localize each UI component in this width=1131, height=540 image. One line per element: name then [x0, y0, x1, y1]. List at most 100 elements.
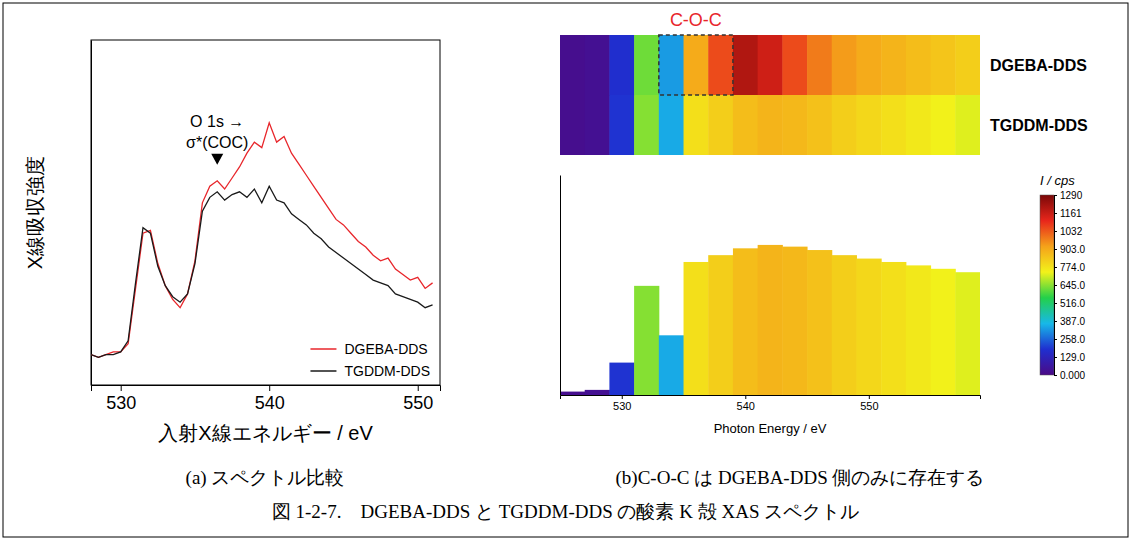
surface-column	[560, 392, 585, 395]
heatmap-cell	[659, 35, 684, 96]
caption: (b)C-O-C は DGEBA-DDS 側のみに存在する	[616, 467, 985, 489]
tick-label: 258.0	[1060, 334, 1085, 345]
legend-label: TGDDM-DDS	[344, 363, 430, 379]
tick: 550	[860, 395, 878, 412]
heatmap-cell	[881, 95, 906, 155]
axis-line	[560, 176, 561, 396]
surface-column	[931, 269, 956, 395]
heatmap-cell	[955, 35, 980, 96]
tick: 550	[403, 385, 433, 413]
axis: 530 540 550	[561, 395, 981, 412]
surface-column	[684, 262, 709, 395]
border	[3, 3, 1128, 537]
x-axis-title: Photon Energy / eV	[714, 421, 827, 436]
axis-line	[91, 41, 92, 386]
tick-mark	[1054, 213, 1057, 214]
surface-column	[906, 265, 931, 395]
annotation-arrow	[211, 154, 223, 165]
axis: 530 540 550	[92, 385, 441, 413]
heatmap-cell	[708, 35, 733, 96]
tick-mark	[1054, 375, 1057, 376]
surface-column	[609, 363, 634, 395]
row-label: TGDDM-DDS	[990, 117, 1088, 134]
annotation-text: C-O-C	[670, 10, 722, 30]
tick-label: 645.0	[1060, 280, 1085, 291]
surface-column	[634, 286, 659, 395]
heatmap-cell	[856, 95, 881, 155]
legend: DGEBA-DDSTGDDM-DDS	[310, 341, 430, 379]
tick-label: 774.0	[1060, 262, 1085, 273]
x-axis-title: 入射X線エネルギー / eV	[158, 422, 373, 444]
plot-frame	[91, 40, 440, 385]
tick-mark	[622, 395, 623, 399]
heatmap-cell	[931, 35, 956, 96]
tick: 1032	[1054, 226, 1083, 237]
heatmap-cell	[634, 35, 659, 96]
legend-swatch	[310, 370, 336, 372]
tick-mark	[418, 385, 419, 391]
tick-label: 903.0	[1060, 244, 1085, 255]
tick: 540	[737, 395, 755, 412]
heatmap-cell	[807, 95, 832, 155]
tick: 540	[255, 385, 285, 413]
tick: 0.000	[1054, 370, 1085, 381]
surface-column	[832, 255, 857, 395]
tick: 258.0	[1054, 334, 1085, 345]
heatmap	[560, 35, 980, 155]
tick-label: 516.0	[1060, 298, 1085, 309]
tick-mark	[269, 385, 270, 391]
panel-b: DGEBA-DDS TGDDM-DDS C-O-C 530 540 550 Photon E…	[560, 10, 1088, 436]
tick-mark	[1054, 195, 1057, 196]
surface-column	[758, 245, 783, 395]
heatmap-cell	[684, 95, 709, 155]
tick: 645.0	[1054, 280, 1085, 291]
tick-label: 540	[737, 400, 755, 412]
surface-column	[807, 250, 832, 395]
heatmap-cell	[832, 95, 857, 155]
tick: 530	[613, 395, 631, 412]
lines	[91, 123, 433, 358]
row-label: DGEBA-DDS	[990, 57, 1087, 74]
figure: 530540550入射X線エネルギー / eVX線吸収強度σ*(COC)O 1s…	[0, 0, 1131, 540]
tick-label: 530	[613, 400, 631, 412]
surface-column	[782, 247, 807, 395]
panel-a: 530540550入射X線エネルギー / eVX線吸収強度σ*(COC)O 1s…	[24, 40, 441, 444]
tick: 387.0	[1054, 316, 1085, 327]
tick: 903.0	[1054, 244, 1085, 255]
tick-label: 530	[106, 393, 136, 413]
y-axis-title: X線吸収強度	[24, 156, 46, 269]
surface-column	[955, 272, 980, 395]
tick: 774.0	[1054, 262, 1085, 273]
heatmap-cell	[758, 35, 783, 96]
tick-label: 550	[860, 400, 878, 412]
axis-line	[92, 386, 441, 392]
tick-mark	[1054, 285, 1057, 286]
heatmap-cell	[609, 35, 634, 96]
tick-label: 0.000	[1060, 370, 1085, 381]
tick-mark	[745, 395, 746, 399]
heatmap-cell	[906, 35, 931, 96]
figure-caption: 図 1-2-7. DGEBA-DDS と TGDDM-DDS の酸素 K 殻 X…	[272, 501, 859, 522]
heatmap-cell	[585, 95, 610, 155]
heatmap-cell	[708, 95, 733, 155]
heatmap-cell	[758, 95, 783, 155]
surface-column	[585, 390, 610, 395]
tick-mark	[1054, 267, 1057, 268]
tick-mark	[1054, 249, 1057, 250]
surface-column	[659, 335, 684, 395]
heatmap-cell	[609, 95, 634, 155]
tick: 530	[106, 385, 136, 413]
axis	[560, 176, 561, 396]
heatmap-cell	[906, 95, 931, 155]
heatmap-cell	[733, 95, 758, 155]
heatmap-cell	[659, 95, 684, 155]
tick: 516.0	[1054, 298, 1085, 309]
tick-mark	[1054, 339, 1057, 340]
colorbar-title: I / cps	[1040, 173, 1075, 188]
axis-line	[561, 396, 981, 400]
legend-swatch	[310, 348, 336, 350]
heatmap-cell	[782, 95, 807, 155]
heatmap-cell	[560, 95, 585, 155]
heatmap-cell	[733, 35, 758, 96]
tick-mark	[1054, 357, 1057, 358]
